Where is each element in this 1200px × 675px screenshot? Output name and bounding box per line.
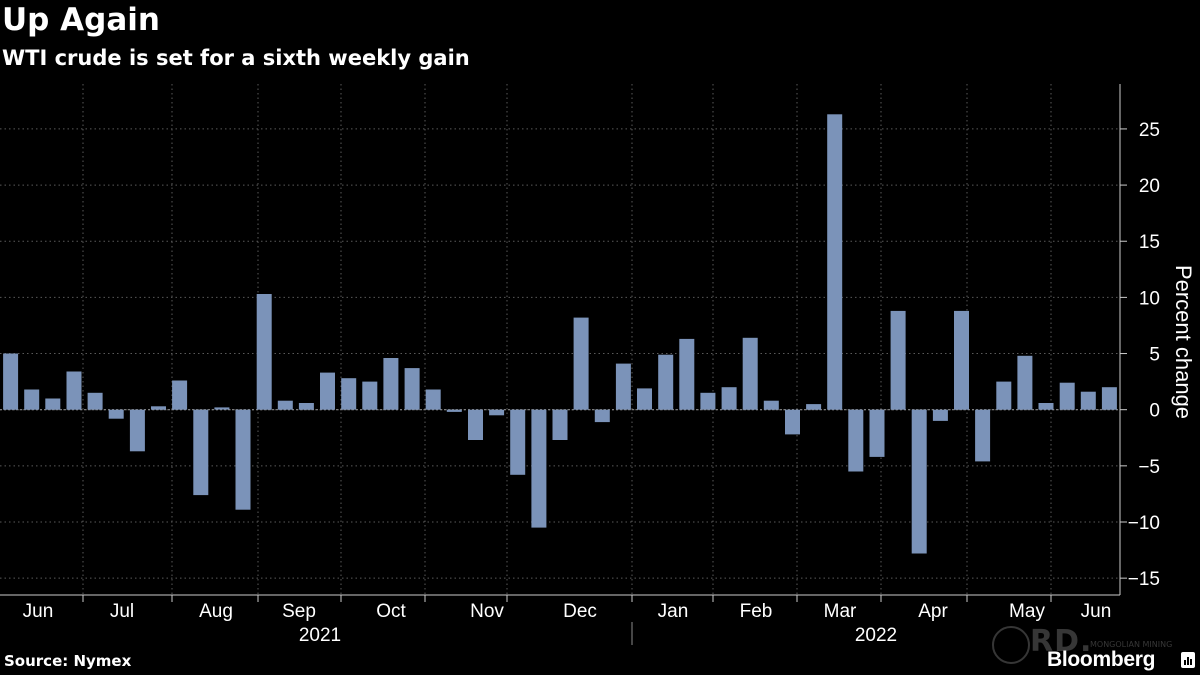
bar <box>890 310 906 410</box>
bar <box>66 371 82 410</box>
bar <box>277 400 293 410</box>
x-tick-label: May <box>1009 601 1045 622</box>
bar <box>383 358 399 410</box>
bar-series <box>3 114 1117 554</box>
x-tick-label: Jun <box>1081 601 1112 622</box>
x-tick-label: Feb <box>740 601 773 622</box>
bar <box>298 403 314 410</box>
bar <box>954 310 969 410</box>
bar <box>446 409 462 412</box>
bar <box>975 409 991 462</box>
bar <box>256 294 272 410</box>
year-label: 2022 <box>855 625 897 646</box>
bar <box>721 387 737 410</box>
bar <box>552 409 568 440</box>
watermark-letters: RD. <box>1030 624 1093 659</box>
bar <box>151 406 166 410</box>
bar <box>468 409 483 440</box>
y-tick-label: 10 <box>1139 288 1160 309</box>
bar <box>235 409 251 510</box>
bar <box>1101 387 1117 410</box>
x-tick-label: Jan <box>658 601 689 622</box>
y-axis-label: Percent change <box>1171 265 1196 419</box>
bar <box>129 409 145 452</box>
bar <box>806 404 822 410</box>
bar <box>3 353 19 410</box>
y-tick-label: 5 <box>1149 345 1160 366</box>
bar <box>87 392 103 410</box>
bar <box>214 407 230 410</box>
bar <box>489 409 505 416</box>
brand-logo: Bloomberg <box>1047 648 1156 671</box>
watermark-caption: MONGOLIAN MINING <box>1090 640 1173 649</box>
y-tick-label: −5 <box>1138 457 1160 478</box>
bar <box>172 380 188 410</box>
x-tick-label: Jul <box>110 601 134 622</box>
chart-subtitle: WTI crude is set for a sixth weekly gain <box>2 46 470 70</box>
bar <box>911 409 927 554</box>
y-tick-label: 20 <box>1139 176 1160 197</box>
bar <box>531 409 547 528</box>
y-tick-label: 15 <box>1139 232 1160 253</box>
bar <box>785 409 800 435</box>
bar <box>1059 382 1075 410</box>
bar <box>658 354 674 410</box>
x-tick-label: Sep <box>282 601 316 622</box>
source-note: Source: Nymex <box>4 652 132 670</box>
bar <box>510 409 526 475</box>
bar <box>341 378 357 410</box>
bar <box>679 338 695 410</box>
y-tick-label: −10 <box>1128 513 1160 534</box>
x-tick-label: Mar <box>824 601 857 622</box>
bar <box>425 389 441 410</box>
chart-title: Up Again <box>2 2 160 38</box>
bar <box>1080 391 1096 410</box>
bar <box>869 409 885 457</box>
bar <box>742 337 758 410</box>
axis-layer: −15 −10 −5 0 5 10 15 20 25 Jun Jul Aug Sep Oct Nov Dec J… <box>0 84 1160 646</box>
bar <box>763 400 779 410</box>
y-tick-label: 25 <box>1139 120 1160 141</box>
bar <box>193 409 209 496</box>
bar <box>827 114 843 410</box>
bar <box>700 392 716 410</box>
bar <box>1017 355 1033 410</box>
bar <box>932 409 948 421</box>
x-tick-label: Aug <box>199 601 233 622</box>
bar <box>320 372 335 410</box>
bar <box>108 409 124 419</box>
x-tick-label: Oct <box>376 601 406 622</box>
bar <box>996 381 1012 410</box>
bloomberg-bars-icon <box>1181 652 1195 668</box>
x-tick-label: Dec <box>563 601 597 622</box>
y-tick-label: 0 <box>1149 401 1160 422</box>
x-tick-label: Apr <box>918 601 948 622</box>
grid-lines <box>0 84 1120 595</box>
watermark-mountain-icon <box>992 626 1030 664</box>
bar <box>573 317 589 410</box>
bar <box>848 409 864 472</box>
bar <box>45 398 61 410</box>
x-tick-label: Nov <box>470 601 504 622</box>
year-label: 2021 <box>299 625 341 646</box>
bar <box>594 409 610 423</box>
bar <box>1038 403 1054 410</box>
bar <box>362 381 378 410</box>
bar <box>404 368 420 410</box>
bar <box>24 389 40 410</box>
bar <box>637 388 652 410</box>
x-tick-label: Jun <box>23 601 54 622</box>
y-tick-label: −15 <box>1128 569 1160 590</box>
bar <box>615 363 631 410</box>
